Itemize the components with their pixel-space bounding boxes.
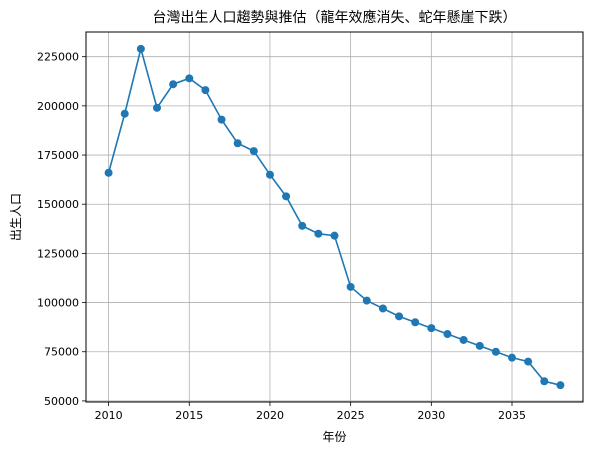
chart-title: 台灣出生人口趨勢與推估（龍年效應消失、蛇年懸崖下跌）	[153, 9, 517, 26]
series	[104, 44, 565, 390]
data-point	[201, 86, 210, 95]
y-tick-label: 50000	[44, 395, 79, 408]
plot-area-frame	[85, 31, 584, 403]
x-tick-label: 2030	[417, 409, 445, 422]
data-point	[411, 318, 420, 327]
data-point	[362, 296, 371, 305]
data-point	[314, 229, 323, 238]
y-tick-label: 150000	[37, 198, 79, 211]
data-point	[459, 335, 468, 344]
data-point	[330, 231, 339, 240]
data-point	[395, 312, 404, 321]
y-tick-label: 125000	[37, 247, 79, 260]
data-point	[540, 377, 549, 386]
y-tick-label: 200000	[37, 100, 79, 113]
y-tick-label: 225000	[37, 51, 79, 64]
data-point	[249, 147, 258, 156]
x-axis-ticks: 2010 2015 2020 2025 2030 2035	[95, 402, 526, 422]
data-point	[265, 170, 274, 179]
data-point	[233, 139, 242, 148]
y-tick-label: 175000	[37, 149, 79, 162]
x-axis-title: 年份	[322, 430, 346, 444]
x-tick-label: 2025	[337, 409, 365, 422]
x-tick-label: 2035	[498, 409, 526, 422]
data-point	[508, 353, 516, 362]
data-point	[153, 103, 161, 112]
data-point	[346, 282, 355, 291]
data-point	[217, 115, 226, 124]
data-point	[443, 330, 452, 339]
y-axis-ticks: 50000 75000 100000 125000 150000 175000 200000…	[37, 51, 86, 408]
data-point	[378, 304, 387, 313]
y-tick-label: 75000	[44, 346, 79, 359]
data-point	[120, 109, 129, 118]
data-point	[136, 44, 145, 53]
x-tick-label: 2020	[256, 409, 284, 422]
data-point	[524, 357, 533, 366]
data-point	[556, 381, 565, 390]
x-tick-label: 2015	[175, 409, 203, 422]
series-line	[107, 45, 561, 386]
y-tick-label: 100000	[37, 297, 79, 310]
axes	[85, 31, 584, 403]
data-point	[475, 341, 484, 350]
data-point	[491, 347, 500, 356]
y-axis-title: 出生人口	[9, 193, 23, 241]
data-point	[282, 192, 291, 201]
data-point	[104, 168, 113, 177]
x-tick-label: 2010	[95, 409, 123, 422]
data-point	[427, 324, 436, 333]
data-point	[169, 80, 178, 89]
grid	[86, 32, 583, 402]
data-point	[185, 74, 194, 83]
data-point	[298, 221, 307, 230]
